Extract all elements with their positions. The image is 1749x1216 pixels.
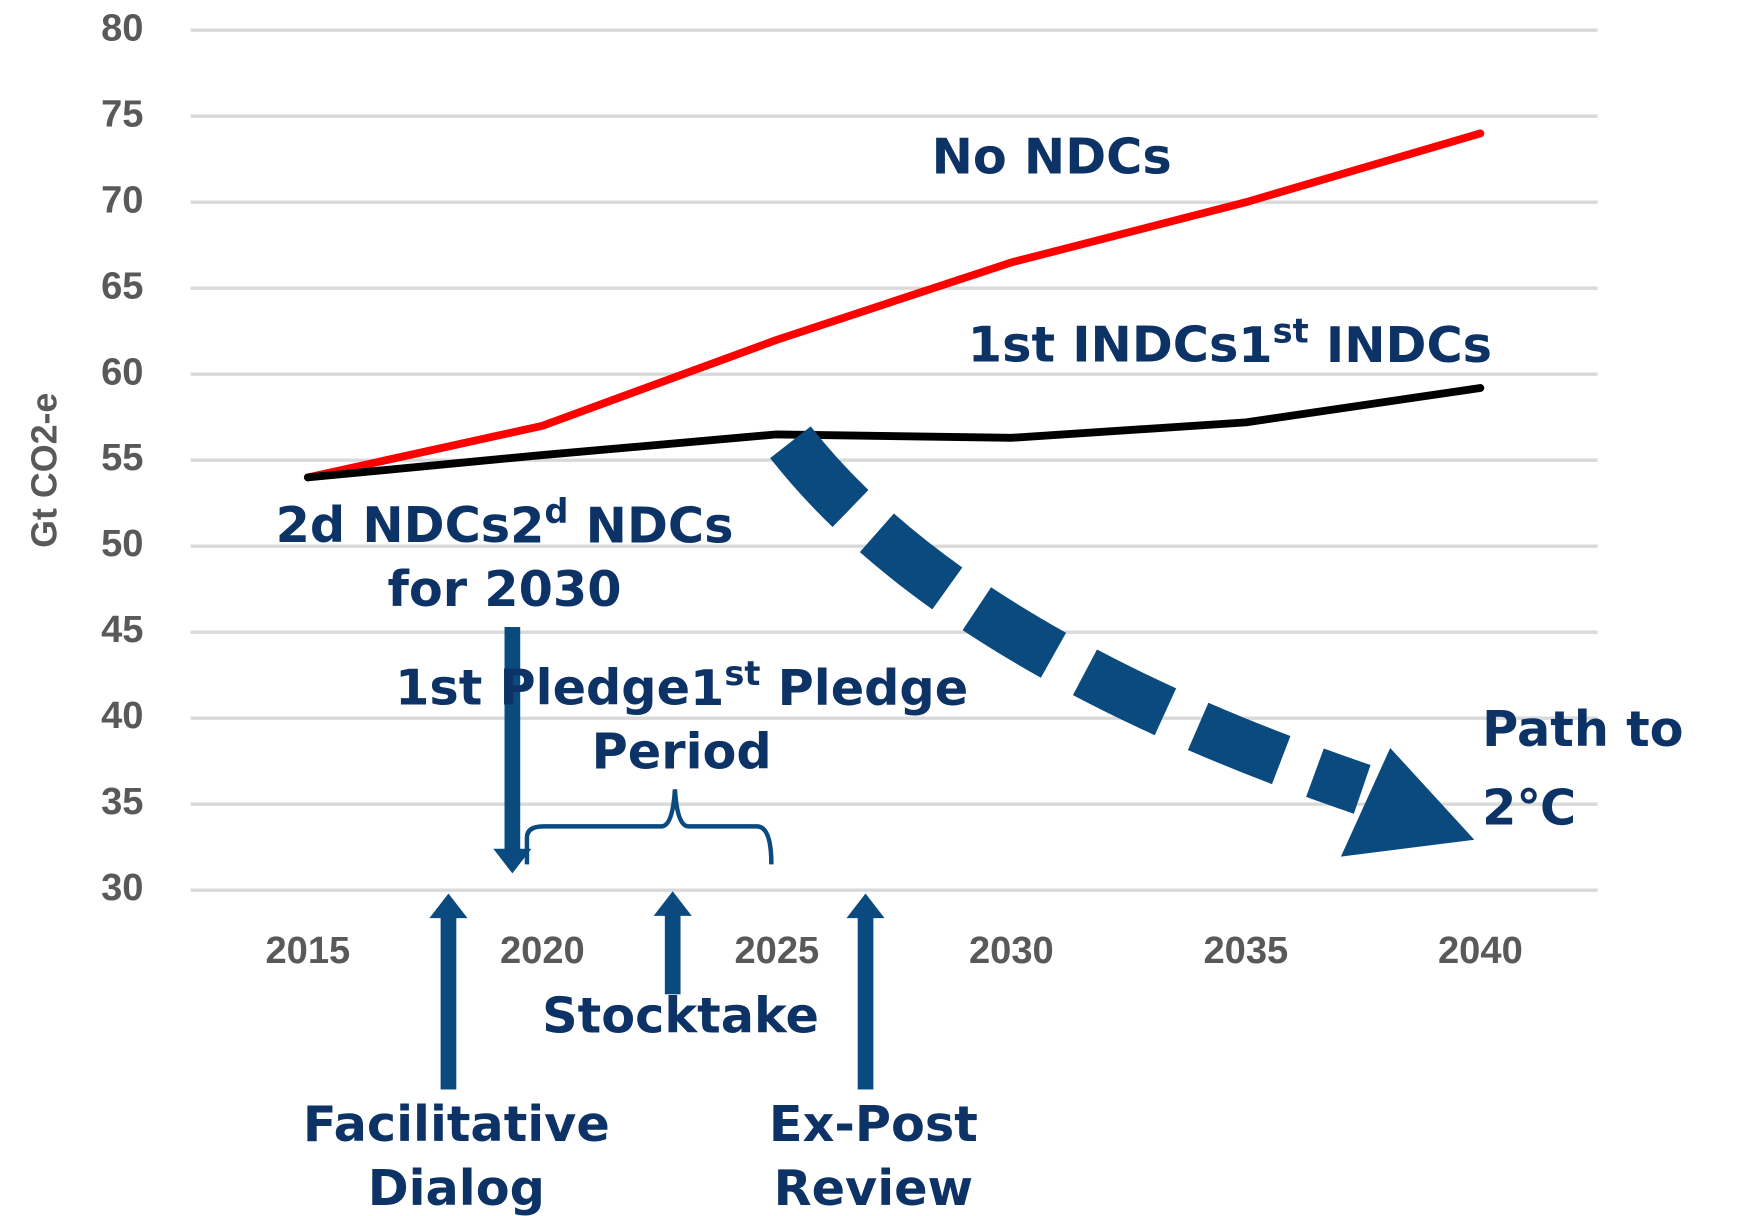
arrow-head [493, 848, 532, 874]
grid: 30 35 40 45 50 55 60 65 70 75 80 2015 2020 2025 2030 20… [101, 7, 1598, 972]
series-line [303, 129, 1485, 482]
arrow-up [440, 915, 457, 1090]
y-tick-label: 80 [101, 7, 143, 49]
y-tick-label: 55 [101, 437, 143, 479]
annotation: Facilitative [303, 1095, 610, 1153]
annotation: 2℃ [1482, 778, 1576, 836]
annotation: Review [774, 1159, 973, 1216]
x-tick-label: 2020 [500, 930, 585, 972]
y-tick-label: 35 [101, 781, 143, 823]
y-axis-label: Gt CO2-e [25, 393, 65, 548]
arrow-down [504, 627, 521, 851]
y-tick-label: 40 [101, 695, 143, 737]
y-tick-label: 75 [101, 93, 143, 135]
arrow-head [846, 893, 885, 919]
y-tick-label: 65 [101, 265, 143, 307]
brace [524, 789, 774, 865]
y-tick-label: 60 [101, 351, 143, 393]
annotation: Path to [1482, 700, 1683, 758]
y-tick-label: 30 [101, 867, 143, 909]
path-arrow-head [1340, 747, 1475, 857]
annotations: No NDCs 1st INDCs1st INDCs 2d NDCs2d NDCs f… [276, 128, 1684, 1216]
lines [303, 129, 1485, 482]
y-tick-label: 70 [101, 179, 143, 221]
x-tick-label: 2035 [1203, 930, 1288, 972]
y-tick-label: 45 [101, 609, 143, 651]
path-arrow [770, 426, 1371, 814]
annotation: 1st Pledge1st Pledge [395, 654, 968, 717]
series-label: 1st INDCs1st INDCs [968, 311, 1492, 374]
arrow-up [857, 915, 874, 1090]
arrow-up [664, 913, 681, 995]
arrow-head [429, 893, 468, 919]
y-tick-label: 50 [101, 523, 143, 565]
x-tick-label: 2025 [734, 930, 819, 972]
annotation: 2d NDCs2d NDCs [276, 491, 734, 554]
x-tick-label: 2030 [969, 930, 1054, 972]
arrow-head [653, 891, 692, 916]
annotation: Period [592, 722, 772, 780]
x-tick-label: 2015 [265, 930, 350, 972]
annotation: Dialog [368, 1159, 545, 1216]
annotation: Stocktake [542, 986, 819, 1044]
series-line [303, 384, 1485, 482]
annotation: for 2030 [387, 560, 621, 618]
series-label: No NDCs [932, 128, 1172, 186]
x-tick-label: 2040 [1438, 930, 1523, 972]
annotation: Ex-Post [769, 1095, 978, 1153]
arrows [429, 627, 885, 1090]
